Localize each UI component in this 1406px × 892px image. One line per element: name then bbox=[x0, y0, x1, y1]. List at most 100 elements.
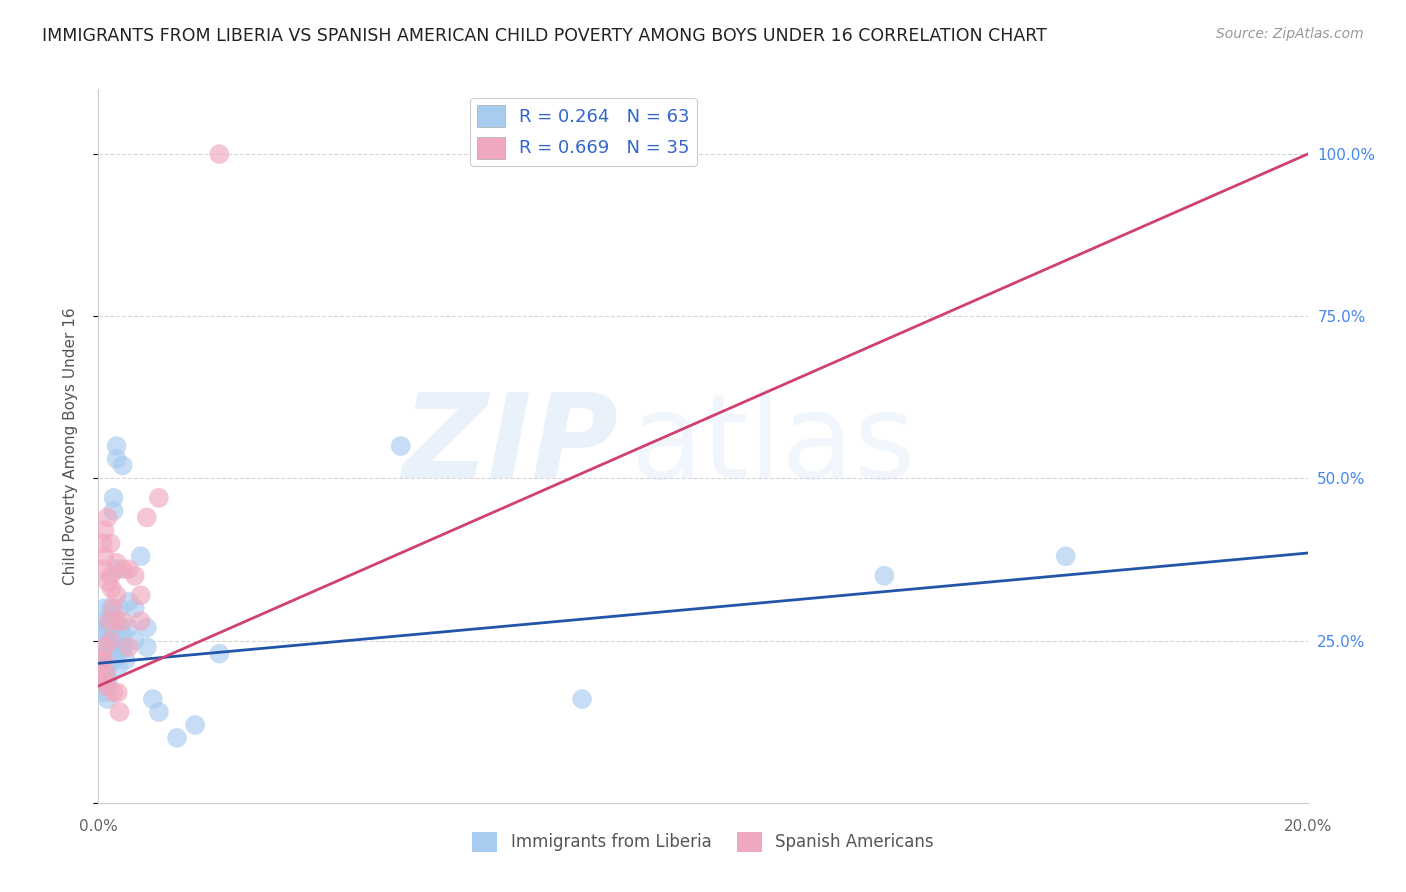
Point bbox=[96, 679, 118, 693]
Point bbox=[103, 504, 125, 518]
Point bbox=[114, 653, 136, 667]
Point bbox=[91, 679, 114, 693]
Point bbox=[90, 653, 112, 667]
Point bbox=[100, 536, 122, 550]
Point bbox=[93, 659, 115, 673]
Point bbox=[124, 568, 146, 582]
Point bbox=[105, 439, 128, 453]
Point bbox=[166, 731, 188, 745]
Point bbox=[105, 588, 128, 602]
Point bbox=[93, 614, 115, 628]
Point bbox=[100, 607, 122, 622]
Point bbox=[98, 647, 121, 661]
Point bbox=[112, 640, 135, 654]
Point bbox=[101, 633, 124, 648]
Point bbox=[101, 621, 124, 635]
Point bbox=[129, 614, 152, 628]
Point bbox=[100, 633, 122, 648]
Point bbox=[90, 666, 112, 681]
Point bbox=[94, 666, 117, 681]
Point bbox=[104, 653, 127, 667]
Point bbox=[105, 633, 128, 648]
Text: Source: ZipAtlas.com: Source: ZipAtlas.com bbox=[1216, 27, 1364, 41]
Point bbox=[107, 659, 129, 673]
Point bbox=[118, 640, 141, 654]
Text: atlas: atlas bbox=[630, 389, 915, 503]
Point bbox=[105, 562, 128, 576]
Text: IMMIGRANTS FROM LIBERIA VS SPANISH AMERICAN CHILD POVERTY AMONG BOYS UNDER 16 CO: IMMIGRANTS FROM LIBERIA VS SPANISH AMERI… bbox=[42, 27, 1047, 45]
Text: ZIP: ZIP bbox=[402, 389, 619, 503]
Point bbox=[97, 673, 120, 687]
Point bbox=[91, 640, 114, 654]
Point bbox=[89, 666, 111, 681]
Point bbox=[124, 633, 146, 648]
Point bbox=[124, 601, 146, 615]
Point bbox=[105, 452, 128, 467]
Y-axis label: Child Poverty Among Boys Under 16: Child Poverty Among Boys Under 16 bbox=[63, 307, 77, 585]
Point bbox=[98, 633, 121, 648]
Point bbox=[1054, 549, 1077, 564]
Point bbox=[103, 640, 125, 654]
Point bbox=[96, 679, 118, 693]
Point bbox=[389, 439, 412, 453]
Legend: Immigrants from Liberia, Spanish Americans: Immigrants from Liberia, Spanish America… bbox=[465, 825, 941, 859]
Point bbox=[208, 147, 231, 161]
Point bbox=[93, 601, 115, 615]
Point bbox=[108, 705, 131, 719]
Point bbox=[93, 653, 115, 667]
Point bbox=[148, 491, 170, 505]
Point bbox=[571, 692, 593, 706]
Point bbox=[108, 621, 131, 635]
Point bbox=[184, 718, 207, 732]
Point bbox=[103, 685, 125, 699]
Point bbox=[91, 562, 114, 576]
Point bbox=[94, 666, 117, 681]
Point bbox=[135, 640, 157, 654]
Point bbox=[111, 458, 134, 473]
Point bbox=[111, 562, 134, 576]
Point bbox=[96, 510, 118, 524]
Point bbox=[105, 614, 128, 628]
Point bbox=[118, 595, 141, 609]
Point bbox=[97, 621, 120, 635]
Point bbox=[129, 549, 152, 564]
Point bbox=[93, 653, 115, 667]
Point bbox=[97, 659, 120, 673]
Point bbox=[148, 705, 170, 719]
Point bbox=[107, 685, 129, 699]
Point bbox=[873, 568, 896, 582]
Point bbox=[97, 575, 120, 590]
Point bbox=[105, 556, 128, 570]
Point bbox=[93, 647, 115, 661]
Point bbox=[93, 549, 115, 564]
Point bbox=[93, 640, 115, 654]
Point bbox=[100, 640, 122, 654]
Point bbox=[90, 653, 112, 667]
Point bbox=[111, 627, 134, 641]
Point bbox=[103, 491, 125, 505]
Point bbox=[100, 614, 122, 628]
Point bbox=[100, 568, 122, 582]
Point bbox=[110, 640, 132, 654]
Point bbox=[111, 614, 134, 628]
Point bbox=[107, 647, 129, 661]
Point bbox=[118, 562, 141, 576]
Point bbox=[91, 536, 114, 550]
Point bbox=[108, 601, 131, 615]
Point bbox=[129, 588, 152, 602]
Point bbox=[100, 601, 122, 615]
Point bbox=[96, 673, 118, 687]
Point bbox=[135, 510, 157, 524]
Point bbox=[118, 621, 141, 635]
Point bbox=[91, 685, 114, 699]
Point bbox=[96, 653, 118, 667]
Point bbox=[91, 673, 114, 687]
Point bbox=[100, 582, 122, 596]
Point bbox=[89, 621, 111, 635]
Point bbox=[101, 601, 124, 615]
Point bbox=[96, 692, 118, 706]
Point bbox=[98, 614, 121, 628]
Point bbox=[91, 673, 114, 687]
Point bbox=[208, 647, 231, 661]
Point bbox=[100, 653, 122, 667]
